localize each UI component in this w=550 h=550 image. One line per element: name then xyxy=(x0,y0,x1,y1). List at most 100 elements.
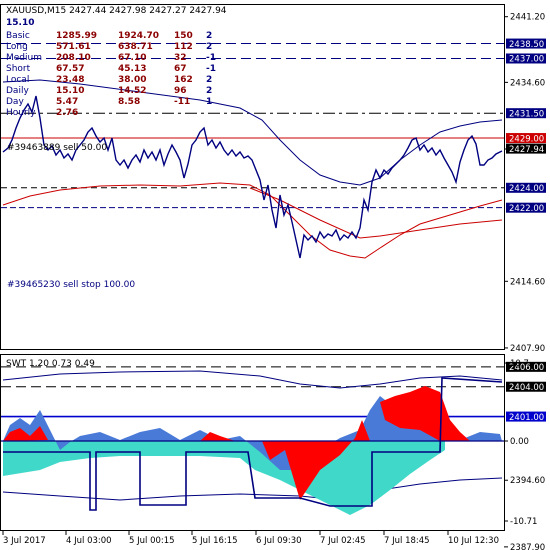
stats-row-value-d: -1 xyxy=(206,53,216,63)
stats-row-name: Local xyxy=(6,75,29,85)
sell-stop-order-label[interactable]: #39465230 sell stop 100.00 xyxy=(7,280,135,290)
stats-row-value-b: 45.13 xyxy=(118,64,146,74)
stats-row-value-b: 8.58 xyxy=(118,97,140,107)
price-label-text: 2404.00 xyxy=(509,383,544,393)
moving-average-red xyxy=(2,182,503,259)
moving-average-red-slow xyxy=(249,187,503,239)
stats-row-value-b: 14.52 xyxy=(118,86,146,96)
price-label-box xyxy=(506,133,546,144)
time-tick-label: 3 Jul 2017 xyxy=(3,536,46,546)
price-label-box xyxy=(506,202,546,213)
price-label-text: 2424.00 xyxy=(509,184,544,194)
stats-row-value-a: 1285.99 xyxy=(56,31,97,41)
indicator-blue-area xyxy=(3,395,502,470)
indicator-tick-label: 0.00 xyxy=(510,437,529,447)
stats-row-value-d: 1 xyxy=(206,97,212,107)
stats-row-value-c: 112 xyxy=(174,42,193,52)
indicator-tick-label: 10.7 xyxy=(510,359,529,369)
stats-row-name: Long xyxy=(6,42,28,52)
time-tick-label: 5 Jul 00:15 xyxy=(129,536,175,546)
level-lines xyxy=(1,43,504,418)
stats-row-name: Short xyxy=(6,64,31,74)
stats-row-value-d: -1 xyxy=(206,64,216,74)
time-tick-label: 5 Jul 16:15 xyxy=(192,536,238,546)
stats-row-value-c: -11 xyxy=(174,97,190,107)
price-tick-label: 2414.60 xyxy=(510,277,545,287)
time-tick-label: 6 Jul 09:30 xyxy=(256,536,302,546)
price-label-box xyxy=(506,108,546,119)
price-tick-label: 2441.20 xyxy=(510,13,545,23)
indicator-red-area xyxy=(3,426,48,441)
stats-row-value-a: 2.76 xyxy=(56,108,78,118)
price-label-box xyxy=(506,411,546,422)
price-axis: 2455.902441.202434.602427.902414.602407.… xyxy=(504,13,546,550)
stats-row-name: Medium xyxy=(6,53,42,63)
indicator-plot xyxy=(1,370,504,515)
stats-row-value-d: 2 xyxy=(206,86,212,96)
stats-row-value-a: 67.57 xyxy=(56,64,84,74)
indicator-cyan-area xyxy=(3,441,445,515)
indicator-frame xyxy=(0,354,505,531)
price-label-text: 2422.00 xyxy=(509,204,544,214)
stats-row-value-b: 1924.70 xyxy=(118,31,159,41)
time-axis: 3 Jul 2017 4 Jul 03:00 5 Jul 00:15 5 Jul 16… xyxy=(2,531,499,546)
stats-row-value-d: 2 xyxy=(206,42,212,52)
stats-row-value-c: 67 xyxy=(174,64,187,74)
stats-row-value-a: 15.10 xyxy=(56,86,84,96)
price-label-box xyxy=(506,143,546,154)
price-label-box xyxy=(506,38,546,49)
price-tick-label: 2394.60 xyxy=(510,476,545,486)
price-label-text: 2429.00 xyxy=(509,134,544,144)
indicator-title: SWT 1.20 0.73 0.49 xyxy=(6,359,95,369)
indicator-tick-label: -10.71 xyxy=(510,517,537,527)
price-label-text: 2406.00 xyxy=(509,363,544,373)
price-label-text: 2438.50 xyxy=(509,40,544,50)
price-label-box xyxy=(506,361,546,372)
price-label-text: 2431.50 xyxy=(509,109,544,119)
stats-row-value-c: 96 xyxy=(174,86,187,96)
spread-value: 15.10 xyxy=(6,18,34,28)
time-tick-label: 7 Jul 18:45 xyxy=(384,536,430,546)
stats-row-value-c: 162 xyxy=(174,75,193,85)
indicator-red-area xyxy=(200,432,235,441)
sell-order-label[interactable]: #39463889 sell 50.00 xyxy=(7,143,107,153)
time-tick-label: 4 Jul 03:00 xyxy=(66,536,112,546)
stats-row-value-a: 571.61 xyxy=(56,42,91,52)
main-chart-frame xyxy=(0,4,505,350)
price-line xyxy=(2,95,503,259)
indicator-red-area xyxy=(262,420,370,500)
symbol-header: XAUUSD,M15 2427.44 2427.98 2427.27 2427.… xyxy=(6,6,227,16)
price-tick-label: 2387.90 xyxy=(510,543,545,550)
stats-row-value-a: 23.48 xyxy=(56,75,84,85)
price-label-text: 2427.94 xyxy=(509,145,544,155)
indicator-axis: 10.7 0.00 -10.71 xyxy=(504,359,537,527)
stats-row-value-b: 638.71 xyxy=(118,42,153,52)
stats-row-value-b: 38.00 xyxy=(118,75,146,85)
price-label-box xyxy=(506,182,546,193)
stats-row-name: Day xyxy=(6,97,24,107)
price-label-text: 2437.00 xyxy=(509,55,544,65)
time-tick-label: 7 Jul 02:45 xyxy=(320,536,366,546)
indicator-envelope-upper xyxy=(2,370,503,389)
stats-row-value-c: 32 xyxy=(174,53,187,63)
indicator-step-line xyxy=(3,377,503,511)
price-tick-label: 2407.90 xyxy=(510,344,545,354)
stats-row-value-d: 2 xyxy=(206,75,212,85)
indicator-red-area xyxy=(380,386,470,441)
moving-average-navy xyxy=(2,79,503,186)
stats-row-name: Basic xyxy=(6,31,30,41)
price-label-box xyxy=(506,53,546,64)
stats-row-value-c: 150 xyxy=(174,31,193,41)
stats-row-name: Daily xyxy=(6,86,29,96)
stats-row-value-a: 5.47 xyxy=(56,97,78,107)
stats-table: Basic 1285.99 1924.70 150 2 Long 571.61 638.71 1… xyxy=(6,31,216,118)
stats-row-name: Hourly xyxy=(6,108,36,118)
stats-row-value-a: 208.10 xyxy=(56,53,91,63)
price-label-box xyxy=(506,381,546,392)
stats-row-value-d: 2 xyxy=(206,31,212,41)
stats-row-value-b: 67.10 xyxy=(118,53,146,63)
time-tick-label: 10 Jul 12:30 xyxy=(448,536,499,546)
price-label-text: 2401.00 xyxy=(509,413,544,423)
price-tick-label: 2434.60 xyxy=(510,78,545,88)
